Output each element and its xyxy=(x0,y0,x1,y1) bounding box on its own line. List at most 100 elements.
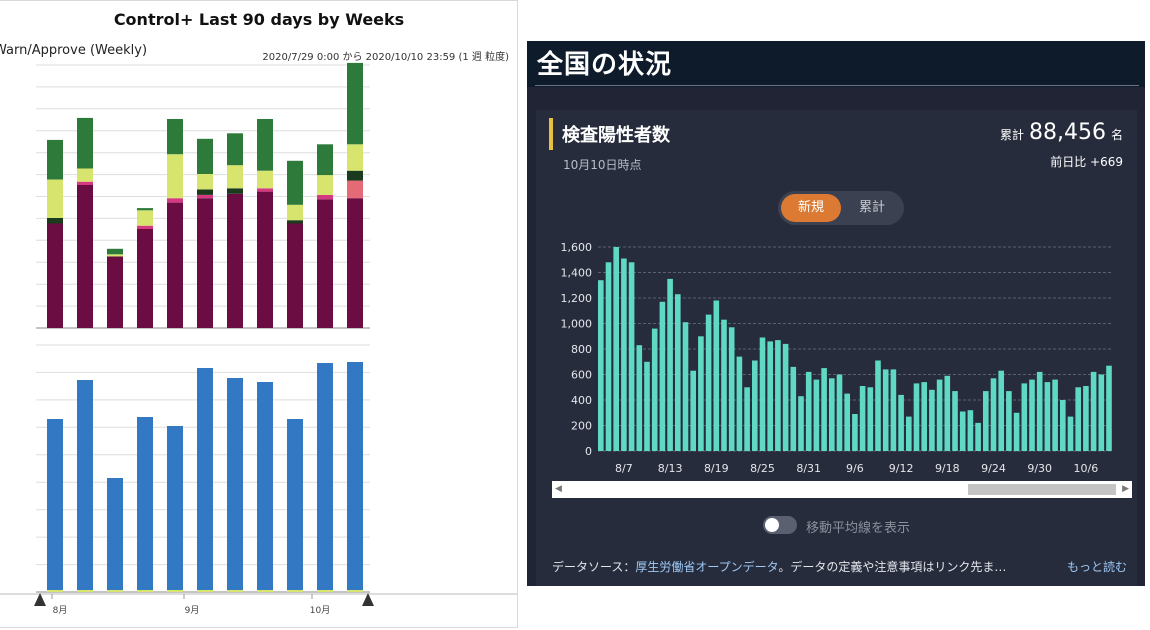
daily-bar xyxy=(913,383,920,451)
scroll-right-arrow-icon[interactable]: ▶ xyxy=(1122,484,1129,494)
daily-bar xyxy=(1006,391,1012,451)
daily-bar xyxy=(613,247,619,451)
daily-bar xyxy=(867,387,874,452)
daily-bar xyxy=(636,345,643,451)
month-label: 10月 xyxy=(310,605,330,616)
total-count: 累計 88,456 名 xyxy=(1000,120,1123,145)
bar-cap xyxy=(197,590,213,592)
stacked-bar-segment xyxy=(137,229,153,328)
stacked-bar-segment xyxy=(197,189,213,195)
daily-bar xyxy=(790,366,797,451)
x-tick-label: 10/6 xyxy=(1074,462,1099,475)
bar xyxy=(47,419,63,592)
weekly-bars-svg: 8月 9月 10月 xyxy=(0,62,517,616)
bar-cap xyxy=(77,590,93,592)
moving-average-label: 移動平均線を表示 xyxy=(806,521,911,536)
bar-cap xyxy=(257,590,273,592)
x-tick-label: 9/6 xyxy=(846,462,864,475)
daily-bar xyxy=(998,370,1004,451)
stacked-bar-segment xyxy=(137,210,153,226)
stacked-bar-segment xyxy=(227,193,243,328)
bar-cap xyxy=(287,590,303,592)
y-tick-label: 1,200 xyxy=(561,292,593,305)
daily-bar xyxy=(752,360,758,451)
range-end-handle-icon xyxy=(362,593,374,606)
stacked-bar-segment xyxy=(257,119,273,171)
stacked-bar-segment xyxy=(317,175,333,195)
daily-bar xyxy=(682,322,689,451)
daily-bar xyxy=(705,314,712,451)
daily-bar xyxy=(1060,400,1066,451)
y-tick-label: 600 xyxy=(571,369,592,382)
stacked-bar-segment xyxy=(317,194,333,200)
daily-bar xyxy=(1052,379,1058,451)
scroll-thumb[interactable] xyxy=(968,484,1116,495)
y-tick-label: 1,600 xyxy=(561,241,593,254)
x-tick-label: 9/30 xyxy=(1027,462,1052,475)
x-tick-label: 9/18 xyxy=(935,462,960,475)
stacked-bar-segment xyxy=(167,202,183,328)
y-tick-label: 1,400 xyxy=(561,267,593,280)
bar-cap xyxy=(167,590,183,592)
chart-scrollbar[interactable]: ◀ ▶ xyxy=(552,481,1132,498)
data-source-text: データソース：厚生労働省オープンデータ。データの定義や注意事項はリンク先ま… xyxy=(552,558,1132,575)
bar xyxy=(107,478,123,592)
total-label: 累計 xyxy=(999,128,1024,142)
daily-bar xyxy=(805,371,812,451)
daily-bar xyxy=(852,414,858,451)
scroll-left-arrow-icon[interactable]: ◀ xyxy=(555,484,562,494)
bar xyxy=(287,419,303,592)
stacked-bar-segment xyxy=(77,181,93,185)
stacked-bar-segment xyxy=(137,208,153,211)
daily-bar xyxy=(675,294,681,451)
daily-bar xyxy=(1098,374,1105,451)
y-tick-label: 0 xyxy=(585,445,592,458)
daily-bar xyxy=(952,391,958,451)
daily-bar xyxy=(721,319,727,451)
source-suffix: 。データの定義や注意事項はリンク先ま… xyxy=(778,560,1007,574)
daily-bar xyxy=(898,394,904,451)
daily-bar xyxy=(667,278,673,451)
y-tick-label: 400 xyxy=(571,394,592,407)
daily-bar xyxy=(821,368,827,451)
daily-bar xyxy=(959,411,966,451)
chart-subtitle: Warn/Approve (Weekly) xyxy=(0,43,148,58)
stacked-bar-segment xyxy=(347,62,363,145)
stacked-bar-segment xyxy=(77,185,93,328)
read-more-link[interactable]: もっと読む xyxy=(1060,558,1127,575)
daily-bar xyxy=(967,410,974,451)
bar-cap xyxy=(227,590,243,592)
daily-bar xyxy=(1021,383,1028,451)
total-value: 88,456 xyxy=(1029,120,1106,145)
stacked-bar-segment xyxy=(347,144,363,171)
daily-bar xyxy=(759,337,766,451)
panel-title: 全国の状況 xyxy=(537,50,673,80)
daily-bar xyxy=(882,369,889,451)
stacked-bar-segment xyxy=(287,160,303,205)
daily-bar xyxy=(975,422,981,451)
card-title: 検査陽性者数 xyxy=(562,125,670,146)
source-prefix: データソース： xyxy=(552,560,636,574)
stacked-bar-segment xyxy=(347,198,363,328)
stacked-bar-segment xyxy=(77,117,93,169)
daily-bar xyxy=(728,327,735,451)
toggle-total-button[interactable]: 累計 xyxy=(858,200,885,215)
bar xyxy=(137,417,153,592)
bar-cap xyxy=(317,590,333,592)
total-unit: 名 xyxy=(1110,128,1123,142)
bar xyxy=(197,368,213,592)
daily-bar xyxy=(628,262,635,451)
daily-bar xyxy=(1067,416,1074,451)
moving-average-toggle[interactable] xyxy=(763,516,797,534)
bar-cap xyxy=(47,590,63,592)
toggle-new-button[interactable]: 新規 xyxy=(781,194,841,222)
daily-bar xyxy=(651,328,658,451)
x-tick-label: 8/19 xyxy=(704,462,729,475)
stacked-bar-segment xyxy=(167,154,183,199)
weekly-chart-panel: Control+ Last 90 days by Weeks Warn/Appr… xyxy=(0,0,518,628)
daily-bar xyxy=(744,387,750,452)
bar xyxy=(347,362,363,592)
daily-bar xyxy=(929,389,935,451)
source-link[interactable]: 厚生労働省オープンデータ xyxy=(635,560,779,574)
daily-bar xyxy=(621,258,627,451)
